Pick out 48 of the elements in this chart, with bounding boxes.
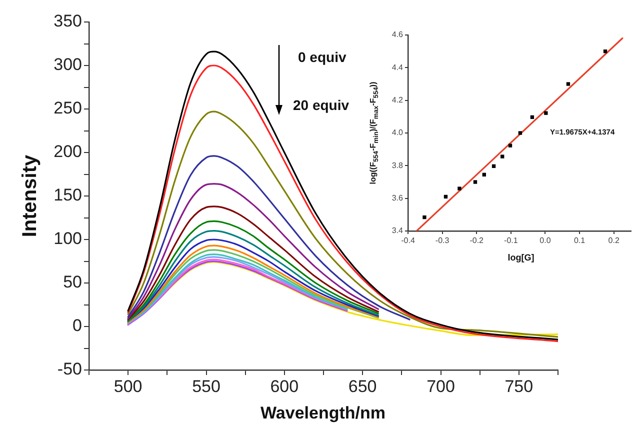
x-tick-label: 0.2	[608, 236, 620, 246]
x-tick-label: -0.1	[504, 236, 518, 246]
x-tick-label: 700	[426, 376, 455, 396]
x-axis-title: log[G]	[508, 252, 534, 262]
line-series	[127, 183, 380, 320]
x-tick-label: 0.1	[574, 236, 586, 246]
y-tick-label: 100	[54, 229, 82, 248]
point	[603, 49, 608, 54]
y-tick-label: 250	[54, 98, 82, 118]
y-tick-label: 350	[54, 12, 82, 31]
point	[482, 172, 486, 176]
x-tick-label: 750	[504, 376, 534, 396]
x-tick-label: -0.4	[401, 236, 416, 246]
y-tick-label: 200	[54, 142, 82, 162]
y-tick-label: 300	[54, 55, 82, 74]
x-tick-label: 550	[192, 376, 220, 396]
point	[473, 180, 478, 184]
annotation: 20 equiv	[293, 97, 350, 113]
point	[544, 111, 548, 115]
y-tick-label: 3.4	[392, 226, 404, 236]
point	[458, 186, 462, 190]
y-tick-label: 3.6	[392, 194, 404, 203]
x-tick-label: 600	[270, 376, 299, 396]
y-tick-label: -50	[57, 360, 82, 379]
x-axis-title: Wavelength/nm	[260, 404, 386, 422]
point	[508, 144, 512, 148]
point	[566, 82, 570, 86]
x-tick-label: 0.0	[540, 236, 552, 246]
y-tick-label: 4.4	[392, 62, 404, 72]
x-tick-label: -0.3	[435, 236, 450, 246]
point	[518, 131, 522, 135]
x-tick-label: 500	[114, 376, 142, 396]
point	[492, 164, 496, 168]
y-axis-title: Intensity	[19, 154, 41, 238]
point	[422, 215, 426, 220]
point	[500, 154, 504, 158]
y-tick-label: 4.2	[392, 96, 404, 105]
y-tick-label: 150	[54, 186, 82, 205]
x-tick-label: 650	[348, 376, 377, 396]
y-tick-label: 0	[72, 316, 82, 336]
y-tick-label: 3.8	[392, 160, 404, 170]
point	[444, 194, 448, 199]
y-tick-label: 4.6	[392, 30, 404, 40]
y-tick-label: 4.0	[392, 128, 404, 138]
x-tick-label: -0.2	[470, 236, 484, 246]
y-tick-label: 50	[63, 272, 82, 292]
point	[530, 115, 534, 119]
annotation: 0 equiv	[298, 49, 346, 65]
